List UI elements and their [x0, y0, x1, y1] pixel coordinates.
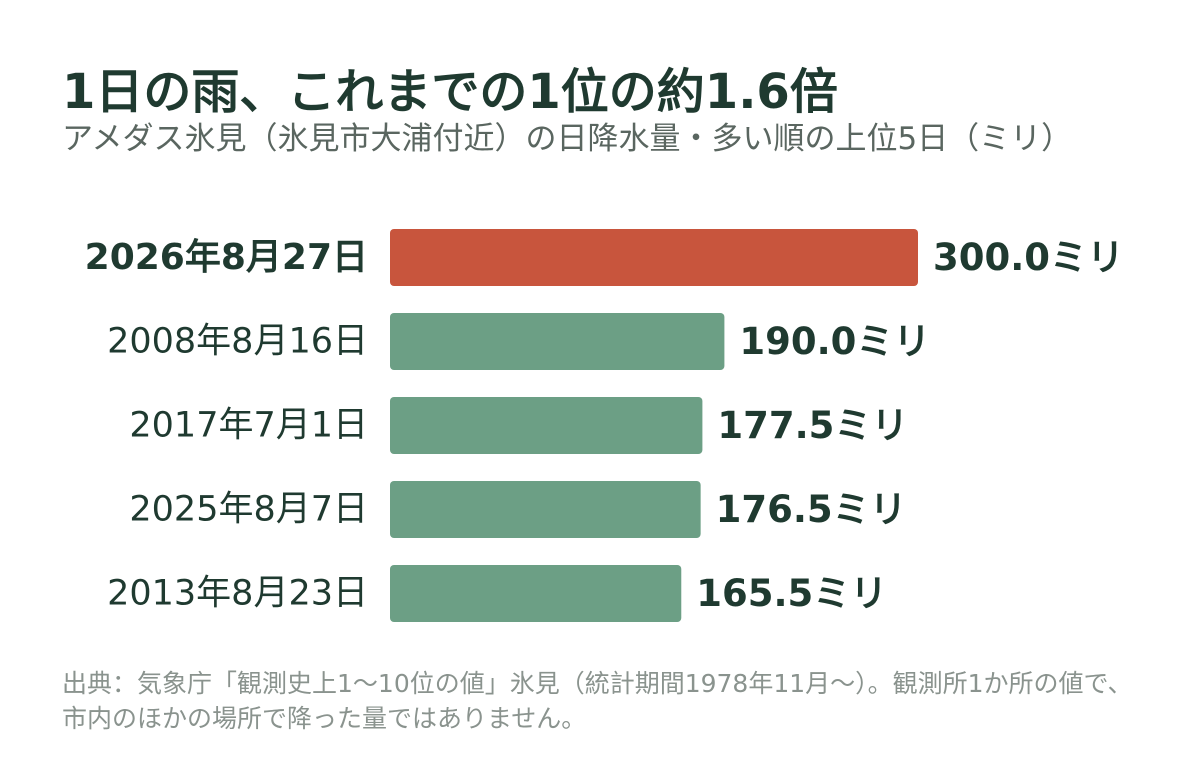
bar: [390, 397, 703, 454]
bar: [390, 565, 682, 622]
chart-subtitle: アメダス氷見（氷見市大浦付近）の日降水量・多い順の上位5日（ミリ）: [62, 121, 1073, 157]
value-label: 177.5ミリ: [717, 404, 908, 447]
value-label: 165.5ミリ: [696, 572, 887, 615]
bar: [390, 313, 725, 370]
chart-title: 1日の雨、これまでの1位の約1.6倍: [62, 64, 838, 120]
source-note: 出典：気象庁「観測史上1〜10位の値」氷見（統計期間1978年11月〜）。観測所…: [62, 669, 1133, 733]
value-label: 190.0ミリ: [739, 320, 930, 363]
category-label: 2025年8月7日: [129, 490, 368, 530]
category-label: 2017年7月1日: [129, 406, 368, 446]
value-label: 176.5ミリ: [716, 488, 907, 531]
value-label: 300.0ミリ: [933, 236, 1124, 279]
category-label: 2013年8月23日: [107, 574, 368, 614]
category-label: 2008年8月16日: [107, 322, 368, 362]
bar-highlight: [390, 229, 918, 286]
category-label: 2026年8月27日: [85, 237, 368, 278]
bar: [390, 481, 701, 538]
